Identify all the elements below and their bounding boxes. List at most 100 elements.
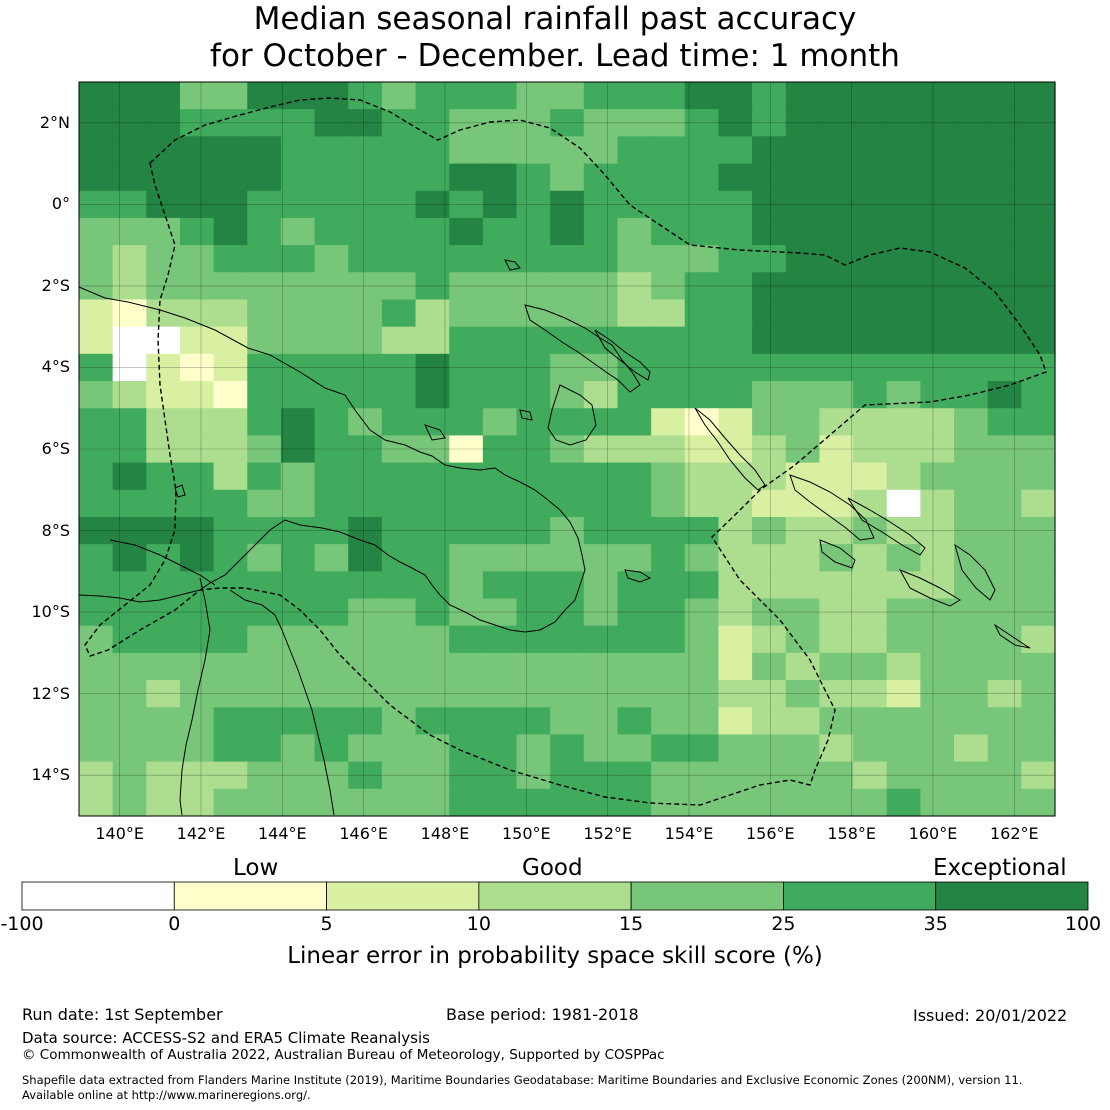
skill-cell	[1021, 272, 1056, 301]
skill-cell	[752, 381, 787, 409]
skill-cell	[179, 272, 215, 301]
skill-cell	[1021, 489, 1056, 518]
skill-cell	[617, 190, 652, 219]
skill-cell	[280, 353, 316, 382]
skill-cell	[550, 408, 585, 437]
skill-cell	[684, 652, 720, 681]
skill-cell	[617, 544, 652, 572]
skill-cell	[987, 516, 1022, 545]
skill-cell	[752, 353, 787, 382]
skill-cell	[752, 408, 787, 437]
skill-cell	[213, 680, 248, 708]
skill-cell	[987, 435, 1022, 464]
skill-cell	[617, 217, 652, 246]
skill-cell	[987, 109, 1022, 137]
skill-cell	[785, 109, 821, 137]
skill-cell	[752, 82, 787, 110]
skill-cell	[415, 163, 450, 192]
manus-island-coastline	[504, 259, 521, 271]
skill-cell	[247, 408, 282, 437]
skill-cell	[247, 462, 282, 491]
skill-cell	[1021, 408, 1056, 437]
skill-cell	[1021, 571, 1056, 600]
skill-cell	[785, 163, 821, 192]
skill-cell	[381, 462, 417, 491]
skill-cell	[954, 217, 989, 246]
skill-cell	[651, 245, 686, 273]
skill-cell	[684, 82, 720, 110]
skill-cell	[79, 707, 114, 736]
skill-cell	[381, 272, 417, 301]
skill-cell	[1021, 516, 1056, 545]
skill-cell	[213, 109, 248, 137]
skill-cell	[79, 353, 114, 382]
skill-cell	[752, 136, 787, 165]
skill-cell	[381, 353, 417, 382]
skill-cell	[920, 353, 955, 382]
skill-cell	[954, 571, 989, 600]
skill-cell	[1021, 625, 1056, 654]
skill-cell	[819, 707, 854, 736]
map-title-line-2: for October - December. Lead time: 1 mon…	[210, 38, 900, 74]
longitude-label: 158°E	[827, 824, 876, 843]
skill-cell	[651, 489, 686, 518]
skill-cell	[314, 462, 349, 491]
map-frame	[78, 81, 1056, 817]
skill-cell	[718, 516, 753, 545]
skill-cell	[718, 272, 753, 301]
skill-cell	[213, 625, 248, 654]
skill-cell	[213, 707, 248, 736]
skill-cell	[381, 516, 417, 545]
skill-cell	[449, 408, 484, 437]
skill-cell	[886, 353, 921, 382]
skill-cell	[449, 326, 484, 355]
skill-cell	[583, 761, 619, 790]
skill-cell	[550, 788, 585, 817]
skill-cell	[920, 136, 955, 165]
skill-cell	[684, 598, 720, 627]
skill-cell	[920, 299, 955, 328]
skill-cell	[415, 190, 450, 219]
skill-cell	[550, 190, 585, 219]
skill-cell	[112, 82, 147, 110]
skill-cell	[449, 516, 484, 545]
skill-cell	[752, 245, 787, 273]
skill-cell	[718, 598, 753, 627]
skill-cell	[247, 136, 282, 165]
skill-cell	[718, 680, 753, 708]
skill-cell	[179, 381, 215, 409]
skill-cell	[617, 272, 652, 301]
longitude-label: 142°E	[176, 824, 226, 843]
skill-cell	[314, 489, 349, 518]
skill-cell	[146, 109, 181, 137]
skill-cell	[146, 163, 181, 192]
skill-cell	[213, 571, 248, 600]
skill-cell	[280, 190, 316, 219]
skill-cell	[954, 462, 989, 491]
skill-cell	[146, 408, 181, 437]
skill-cell	[79, 788, 114, 817]
skill-cell	[853, 272, 888, 301]
skill-cell	[550, 82, 585, 110]
skill-cell	[314, 734, 349, 763]
skill-cell	[617, 136, 652, 165]
skill-cell	[651, 326, 686, 355]
skill-cell	[651, 109, 686, 137]
skill-cell	[348, 788, 383, 817]
skill-cell	[1021, 598, 1056, 627]
skill-cell	[516, 544, 551, 572]
skill-cell	[482, 598, 518, 627]
skill-cell	[179, 190, 215, 219]
skill-cell	[79, 516, 114, 545]
skill-cell	[651, 788, 686, 817]
skill-cell	[112, 516, 147, 545]
solomon-islands-coastline-3	[819, 539, 856, 569]
skill-cell	[651, 272, 686, 301]
skill-cell	[752, 734, 787, 763]
skill-cell	[853, 462, 888, 491]
skill-cell	[449, 217, 484, 246]
skill-cell	[516, 217, 551, 246]
skill-cell	[381, 136, 417, 165]
latitude-label: 14°S	[31, 765, 70, 785]
skill-cell	[280, 652, 316, 681]
